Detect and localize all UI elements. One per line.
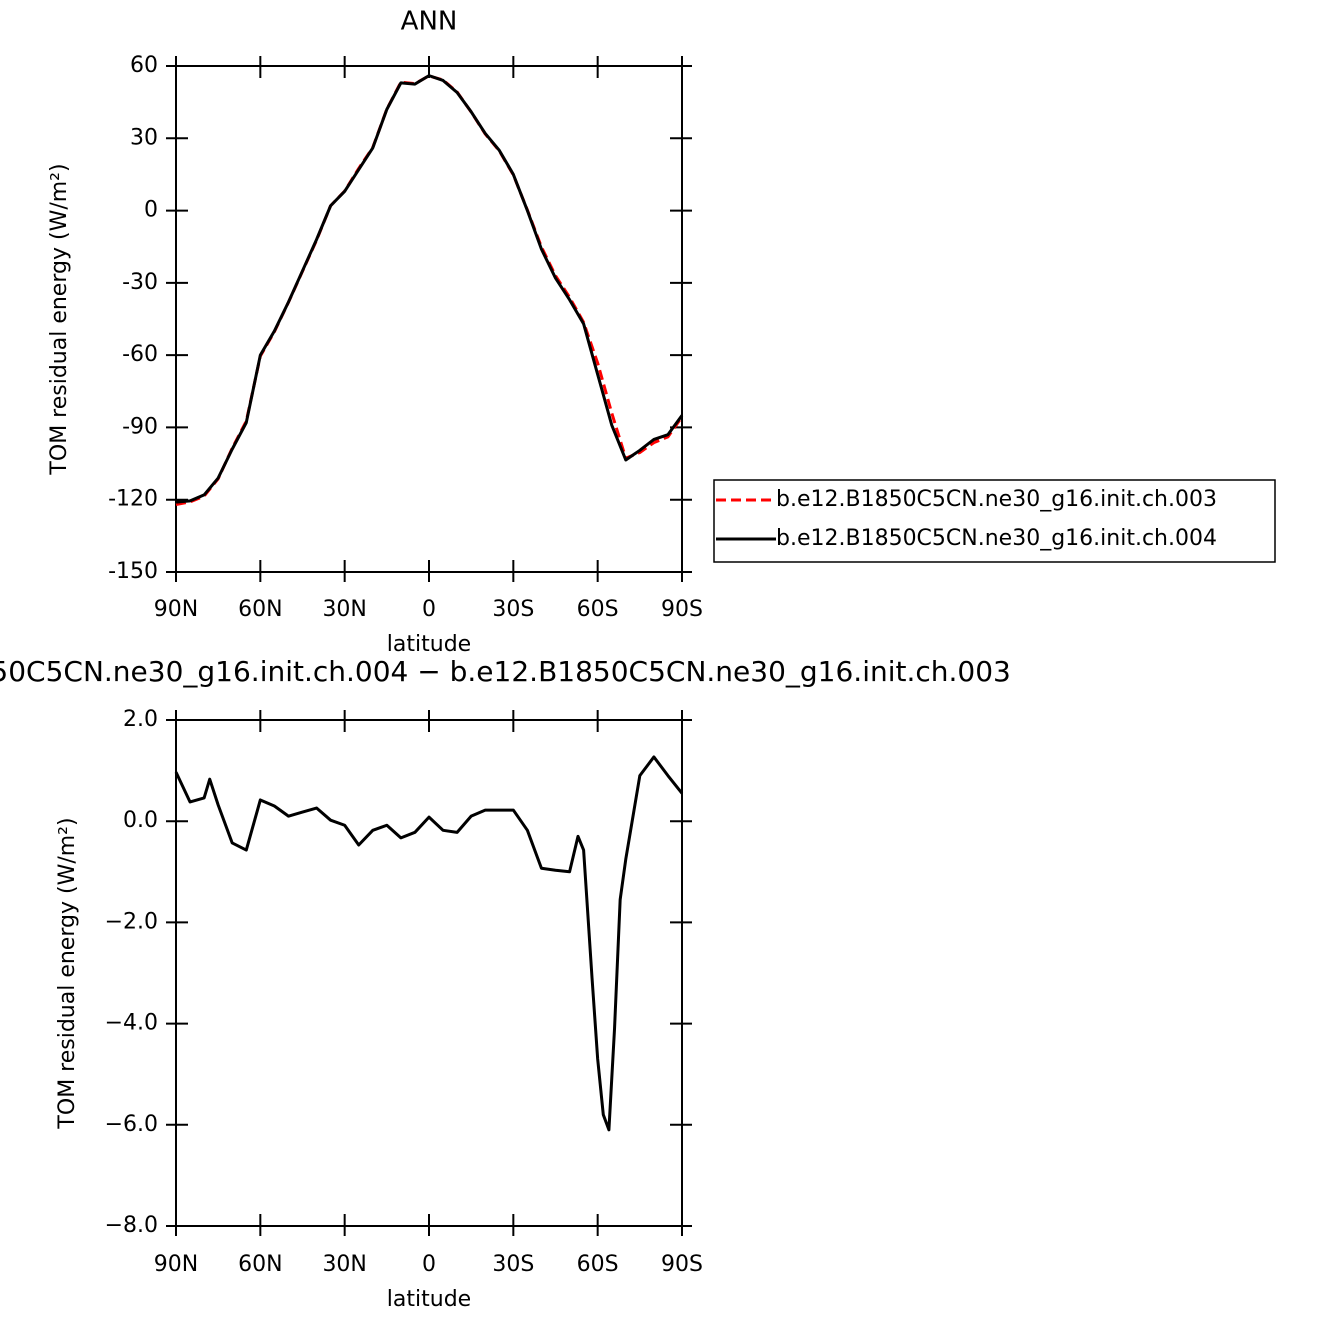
x-tick-label: 90S — [661, 1252, 703, 1277]
y-tick-label: −2.0 — [105, 909, 158, 934]
data-line — [175, 74, 684, 504]
y-tick-label: −6.0 — [105, 1112, 158, 1137]
y-axis-label: TOM residual energy (W/m²) — [55, 817, 80, 1129]
plot-frame — [175, 65, 683, 573]
y-tick-label: -30 — [122, 270, 158, 295]
x-tick-label: 90N — [154, 597, 198, 622]
x-tick-label: 60N — [238, 1252, 282, 1277]
y-tick-label: 2.0 — [123, 707, 158, 732]
x-tick-label: 0 — [422, 597, 436, 622]
data-line — [175, 74, 684, 507]
y-axis-label: TOM residual energy (W/m²) — [47, 163, 72, 475]
x-axis-label: latitude — [387, 632, 471, 657]
legend-label: b.e12.B1850C5CN.ne30_g16.init.ch.004 — [776, 526, 1217, 551]
plot-frame — [175, 719, 683, 1227]
x-tick-label: 90N — [154, 1252, 198, 1277]
x-tick-label: 90S — [661, 597, 703, 622]
x-tick-label: 0 — [422, 1252, 436, 1277]
x-tick-label: 60S — [577, 1252, 619, 1277]
x-tick-label: 30N — [322, 1252, 366, 1277]
y-tick-label: −8.0 — [105, 1213, 158, 1238]
y-tick-label: -90 — [122, 414, 158, 439]
y-tick-label: 30 — [130, 125, 158, 150]
x-tick-label: 30N — [322, 597, 366, 622]
y-tick-label: -60 — [122, 342, 158, 367]
y-tick-label: -120 — [108, 487, 158, 512]
y-tick-label: 0.0 — [123, 808, 158, 833]
y-tick-label: 60 — [130, 53, 158, 78]
legend-label: b.e12.B1850C5CN.ne30_g16.init.ch.003 — [776, 487, 1217, 512]
y-tick-label: 0 — [144, 198, 158, 223]
legend-box — [713, 479, 1276, 563]
data-line — [174, 755, 684, 1132]
chart-title: b.e12.B1850C5CN.ne30_g16.init.ch.004 − b… — [0, 655, 1011, 688]
x-tick-label: 30S — [492, 597, 534, 622]
x-tick-label: 60S — [577, 597, 619, 622]
x-tick-label: 60N — [238, 597, 282, 622]
y-tick-label: -150 — [108, 559, 158, 584]
chart-title: ANN — [401, 7, 458, 37]
x-tick-label: 30S — [492, 1252, 534, 1277]
x-axis-label: latitude — [387, 1287, 471, 1312]
y-tick-label: −4.0 — [105, 1011, 158, 1036]
